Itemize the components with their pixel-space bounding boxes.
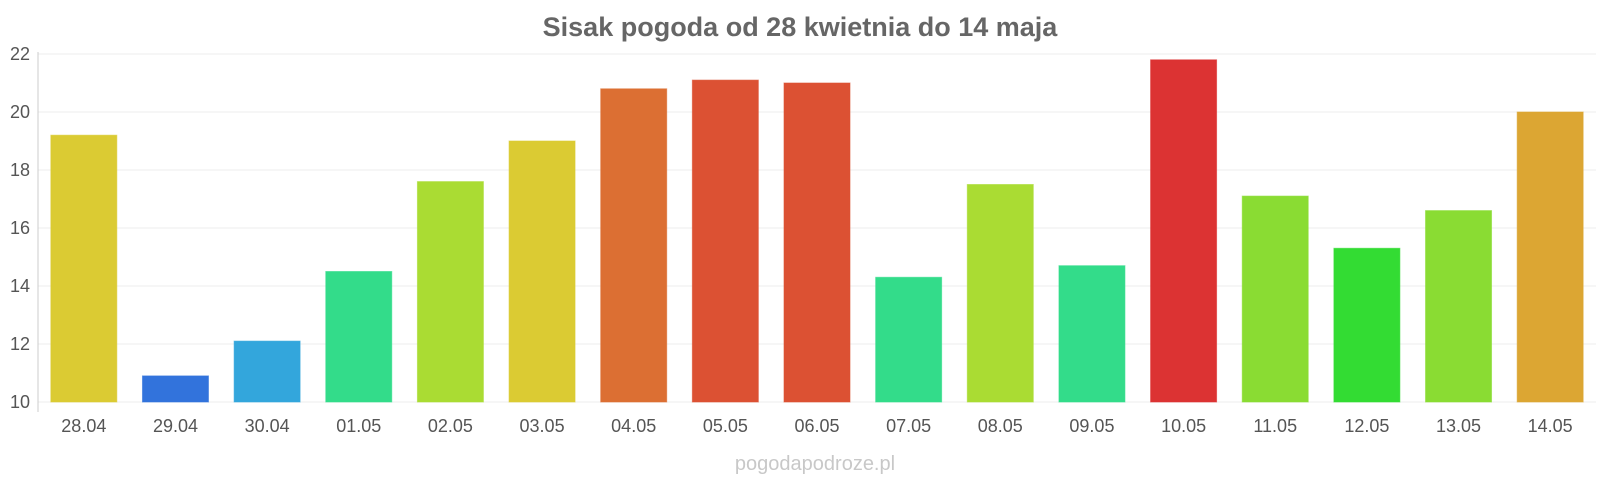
x-tick-label: 29.04 xyxy=(153,416,198,436)
x-tick-label: 01.05 xyxy=(336,416,381,436)
bar-14.05 xyxy=(1516,111,1584,403)
watermark: pogodapodroze.pl xyxy=(735,453,895,475)
bar-12.05 xyxy=(1333,247,1401,403)
x-tick-label: 11.05 xyxy=(1253,416,1297,436)
y-tick-label: 18 xyxy=(10,160,30,180)
bar-30.04 xyxy=(233,340,301,403)
y-tick-label: 22 xyxy=(10,44,30,64)
bar-05.05 xyxy=(691,79,759,403)
y-tick-label: 10 xyxy=(10,392,30,412)
x-tick-label: 02.05 xyxy=(428,416,473,436)
chart-title: Sisak pogoda od 28 kwietnia do 14 maja xyxy=(543,12,1059,42)
x-tick-label: 13.05 xyxy=(1436,416,1481,436)
bar-01.05 xyxy=(325,271,393,403)
x-tick-label: 28.04 xyxy=(61,416,106,436)
bar-08.05 xyxy=(966,184,1034,403)
x-tick-label: 12.05 xyxy=(1344,416,1389,436)
x-tick-label: 09.05 xyxy=(1069,416,1114,436)
bar-29.04 xyxy=(141,375,209,403)
y-axis-ticks: 10 12 14 16 18 20 22 xyxy=(10,44,30,412)
bar-28.04 xyxy=(50,134,118,403)
bar-10.05 xyxy=(1150,59,1218,403)
bars xyxy=(50,59,1584,403)
bar-03.05 xyxy=(508,140,576,403)
bar-11.05 xyxy=(1241,195,1309,403)
x-tick-label: 04.05 xyxy=(611,416,656,436)
x-tick-label: 08.05 xyxy=(978,416,1023,436)
x-tick-label: 14.05 xyxy=(1528,416,1573,436)
bar-02.05 xyxy=(416,181,484,403)
x-tick-label: 07.05 xyxy=(886,416,931,436)
y-tick-label: 20 xyxy=(10,102,30,122)
y-tick-label: 16 xyxy=(10,218,30,238)
bar-07.05 xyxy=(875,276,943,403)
x-tick-label: 30.04 xyxy=(245,416,290,436)
x-tick-label: 10.05 xyxy=(1161,416,1206,436)
x-axis-ticks: 28.04 29.04 30.04 01.05 02.05 03.05 04.05 05.05… xyxy=(61,416,1572,436)
bar-09.05 xyxy=(1058,265,1126,403)
x-tick-label: 06.05 xyxy=(794,416,839,436)
x-tick-label: 03.05 xyxy=(520,416,565,436)
y-tick-label: 14 xyxy=(10,276,30,296)
x-tick-label: 05.05 xyxy=(703,416,748,436)
bar-04.05 xyxy=(600,88,668,403)
y-tick-label: 12 xyxy=(10,334,30,354)
bar-06.05 xyxy=(783,82,851,403)
bar-13.05 xyxy=(1425,210,1493,403)
